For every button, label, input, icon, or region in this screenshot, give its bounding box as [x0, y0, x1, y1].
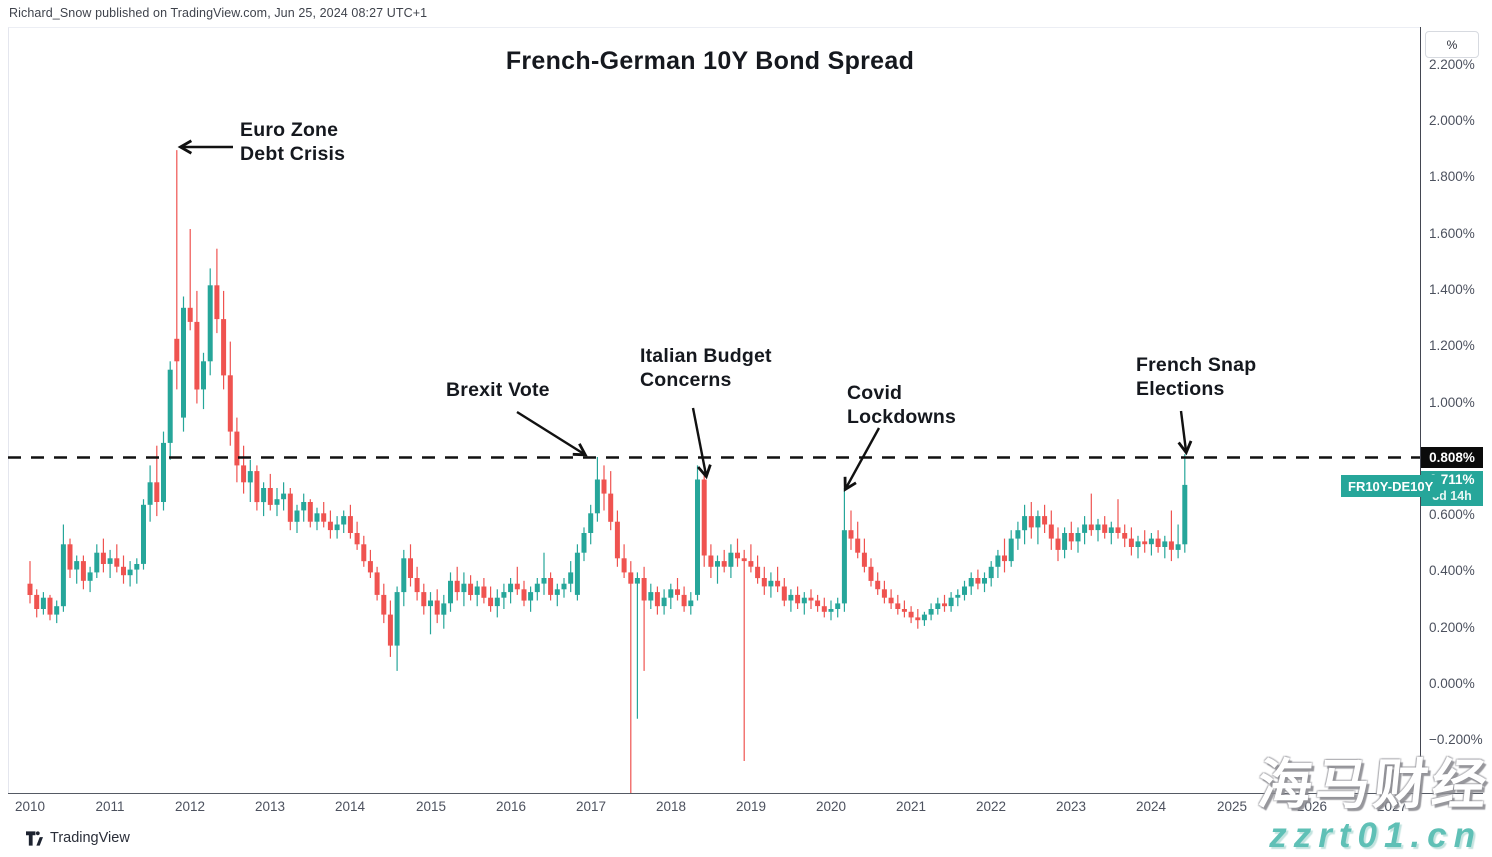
time-tick-label: 2021 — [895, 799, 927, 814]
annotation-italian-budget: Italian Budget Concerns — [640, 345, 772, 391]
price-tick-label: 1.800% — [1429, 169, 1475, 184]
time-tick-label: 2011 — [95, 799, 125, 814]
time-tick-label: 2022 — [975, 799, 1007, 814]
time-tick-label: 2013 — [254, 799, 286, 814]
price-tick-label: 1.600% — [1429, 226, 1475, 241]
annotation-covid-lockdowns: Covid Lockdowns — [847, 382, 957, 428]
time-tick-label: 2020 — [815, 799, 847, 814]
time-tick-label: 2027 — [1376, 799, 1408, 814]
time-tick-label: 2024 — [1135, 799, 1167, 814]
price-tick-label: 2.000% — [1429, 113, 1475, 128]
publish-credit: Richard_Snow published on TradingView.co… — [9, 6, 428, 20]
annotation-euro-zone-debt-crisis: Euro Zone Debt Crisis — [240, 119, 346, 165]
last-price-value: 0.711% — [1429, 472, 1475, 487]
time-tick-label: 2025 — [1216, 799, 1248, 814]
price-tick-label: 1.200% — [1429, 338, 1475, 353]
candlestick-series[interactable] — [8, 27, 1420, 793]
time-tick-label: 2016 — [495, 799, 527, 814]
price-tick-label: 0.600% — [1429, 507, 1475, 522]
annotation-french-snap-elections: French Snap Elections — [1136, 354, 1257, 400]
price-tick-label: 0.400% — [1429, 563, 1475, 578]
bar-countdown: 3d 14h — [1432, 489, 1472, 503]
time-tick-label: 2019 — [735, 799, 767, 814]
price-tick-label: 1.400% — [1429, 282, 1475, 297]
price-tick-label: 0.000% — [1429, 676, 1475, 691]
annotation-brexit-vote: Brexit Vote — [446, 379, 550, 401]
time-tick-label: 2015 — [415, 799, 447, 814]
time-tick-label: 2026 — [1296, 799, 1328, 814]
price-tick-label: −0.200% — [1429, 732, 1483, 747]
dashed-level-price-label: 0.808% — [1421, 447, 1483, 468]
time-tick-label: 2023 — [1055, 799, 1087, 814]
time-tick-label: 2010 — [14, 799, 46, 814]
percent-unit-button[interactable]: % — [1425, 31, 1479, 58]
price-tick-label: 0.200% — [1429, 620, 1475, 635]
tradingview-attribution-link[interactable]: TradingView — [26, 830, 130, 846]
price-scale[interactable]: % 2.200% 2.000% 1.800% 1.600% 1.400% 1.200% 1.… — [1420, 27, 1485, 793]
time-tick-label: 2012 — [174, 799, 206, 814]
time-scale[interactable]: 2010 2011 2012 2013 2014 2015 2016 2017 2018 2019… — [8, 793, 1483, 821]
time-tick-label: 2014 — [334, 799, 366, 814]
tradingview-brand-text: TradingView — [50, 830, 130, 846]
chart-title: French-German 10Y Bond Spread — [505, 47, 915, 75]
price-tick-label: 2.200% — [1429, 57, 1475, 72]
time-tick-label: 2017 — [575, 799, 607, 814]
watermark-site-url: zzrt01.cn — [1269, 816, 1482, 855]
price-tick-label: 1.000% — [1429, 395, 1475, 410]
time-tick-label: 2018 — [655, 799, 687, 814]
chart-plot-area[interactable] — [8, 27, 1421, 794]
tradingview-logo-icon — [26, 830, 43, 846]
series-symbol-tag: FR10Y-DE10Y — [1341, 475, 1441, 497]
